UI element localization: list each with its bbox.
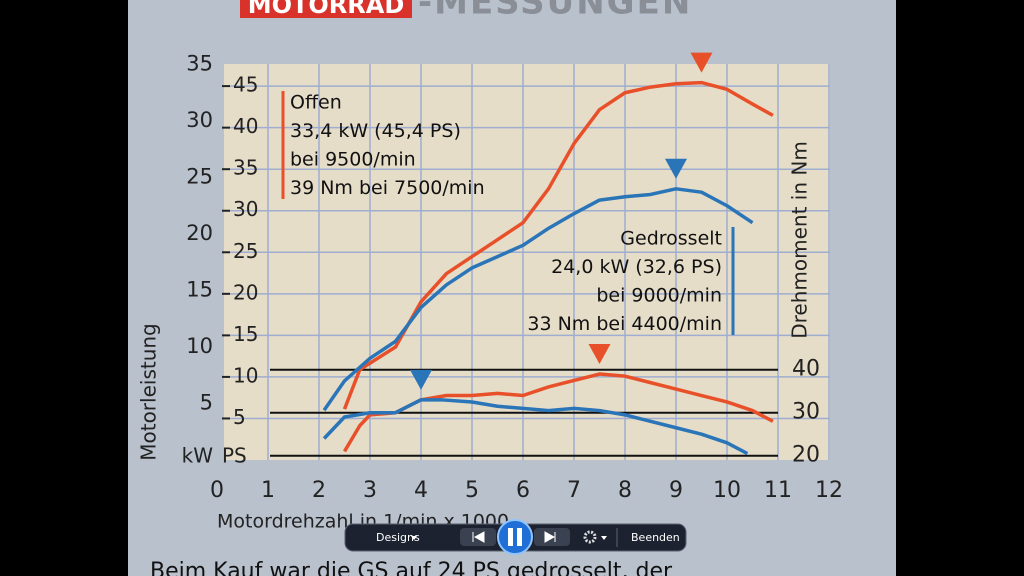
ps-tick-label: 30: [233, 197, 258, 221]
y-label: Motorleistung: [137, 323, 161, 461]
y-unit: kW: [182, 444, 214, 468]
next-icon: [544, 531, 556, 543]
brand-box: [240, 0, 412, 18]
x-tick-label: 8: [618, 478, 632, 503]
y2-tick-label: 30: [792, 400, 820, 425]
y2-tick-label: 40: [792, 357, 820, 382]
x-tick-label: 0: [210, 478, 224, 503]
annotation-line: bei 9500/min: [290, 149, 416, 171]
peak-marker: [588, 344, 611, 365]
plot: 0 1 2 3 4 5 6 7 8 9 10 11 1251015202530354045PS51015…: [137, 52, 844, 533]
ps-unit: PS: [222, 444, 247, 468]
x-tick-label: 9: [669, 478, 683, 503]
annotation-line: 39 Nm bei 7500/min: [290, 177, 485, 199]
y-tick-label: 30: [186, 108, 213, 132]
annotation-line: bei 9000/min: [596, 285, 722, 307]
ps-tick-label: 40: [233, 114, 258, 138]
ps-tick-label: 15: [233, 322, 258, 346]
exit-button[interactable]: Beenden: [631, 531, 680, 544]
y-tick-label: 35: [186, 52, 213, 76]
theme-arrow: [411, 536, 417, 540]
settings-arrow: [601, 536, 607, 540]
x-tick-label: 3: [363, 478, 377, 503]
x-tick-label: 10: [713, 478, 741, 503]
x-tick-label: 12: [815, 478, 843, 503]
x-tick-label: 5: [465, 478, 479, 503]
settings-button[interactable]: [583, 530, 597, 544]
annotation-line: 33,4 kW (45,4 PS): [290, 120, 461, 142]
ps-tick-label: 10: [233, 363, 258, 387]
prev-icon: [472, 531, 485, 543]
x-tick-label: 1: [261, 478, 275, 503]
annotation-line: 33 Nm bei 4400/min: [527, 313, 722, 335]
ps-tick-label: 20: [233, 280, 258, 304]
x-tick-label: 7: [567, 478, 581, 503]
annotation-title: Gedrosselt: [620, 228, 722, 250]
x-tick-label: 11: [764, 478, 792, 503]
peak-marker: [410, 369, 432, 390]
annotation-title: Offen: [290, 92, 342, 114]
brand: MOTORRAD: [248, 0, 405, 19]
x-tick-label: 4: [414, 478, 428, 503]
pause-button[interactable]: [497, 519, 533, 555]
ps-tick-label: 35: [233, 156, 258, 180]
toolbar: Designs Beenden: [344, 519, 687, 555]
x-tick-label: 6: [516, 478, 530, 503]
series-line: [342, 80, 774, 410]
caption: Beim Kauf war die GS auf 24 PS gedrossel…: [150, 559, 673, 576]
ps-tick-label: 25: [233, 239, 258, 263]
y-tick-label: 15: [186, 278, 213, 302]
theme-button[interactable]: Designs: [376, 531, 420, 544]
peak-marker: [665, 158, 687, 179]
y-tick-label: 20: [186, 221, 213, 245]
y2-label: Drehmoment in Nm: [788, 141, 812, 339]
pause-bar: [517, 528, 522, 546]
ps-tick-label: 5: [233, 405, 246, 429]
series-line: [322, 398, 749, 456]
peak-marker: [690, 52, 713, 73]
y-tick-label: 25: [186, 165, 213, 189]
annotation-line: 24,0 kW (32,6 PS): [551, 256, 722, 278]
y-tick-label: 10: [186, 334, 213, 358]
x-tick-label: 2: [312, 478, 326, 503]
pause-bar: [508, 528, 513, 546]
header-title: -MESSUNGEN: [418, 0, 692, 23]
ps-tick-label: 45: [233, 73, 258, 97]
y2-tick-label: 20: [792, 443, 820, 468]
y-tick-label: 5: [200, 391, 213, 415]
series-line: [322, 187, 754, 412]
